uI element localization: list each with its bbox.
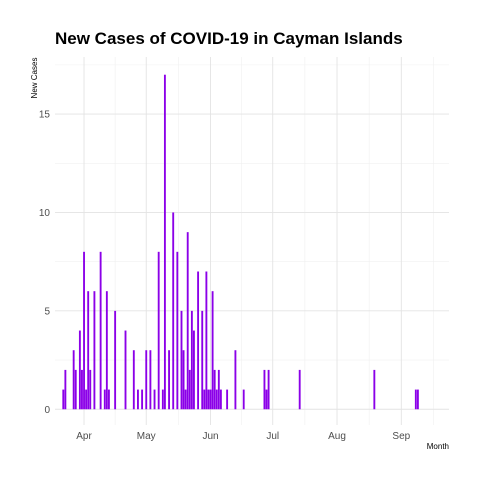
bar [153, 389, 156, 410]
bar [263, 369, 266, 410]
bar [105, 291, 108, 410]
bar [205, 271, 208, 410]
bar [168, 350, 170, 410]
bar [99, 251, 102, 410]
grid [55, 57, 449, 425]
x-tick-label: Aug [328, 431, 346, 442]
bar [72, 350, 75, 410]
bar [197, 271, 200, 410]
x-axis-title: Month [427, 442, 449, 451]
bar [265, 389, 268, 410]
bar [93, 291, 96, 410]
bar [83, 251, 85, 410]
bar [157, 251, 160, 410]
bar [186, 232, 189, 410]
bar [172, 212, 175, 410]
bar [298, 369, 301, 410]
bar [89, 369, 92, 410]
y-tick-label: 0 [44, 405, 50, 416]
x-tick-label: Sep [392, 431, 410, 442]
bar [103, 389, 106, 410]
bar [161, 389, 164, 410]
bar [226, 389, 229, 410]
bar [416, 389, 419, 410]
bars [62, 74, 419, 410]
y-tick-label: 10 [39, 208, 51, 219]
bar [137, 389, 139, 410]
y-tick-label: 15 [39, 110, 51, 121]
bar [132, 350, 135, 410]
bar [62, 389, 65, 410]
x-tick-label: May [137, 431, 156, 442]
x-tick-label: Jun [202, 431, 218, 442]
bar [149, 350, 152, 410]
bar [267, 369, 270, 410]
y-axis-title: New Cases [30, 58, 39, 99]
x-axis-ticks: Apr May Jun Jul Aug Sep [76, 431, 410, 442]
bar [176, 251, 179, 410]
x-tick-label: Jul [266, 431, 279, 442]
bar [242, 389, 245, 410]
bar [114, 310, 117, 410]
bar [217, 369, 220, 410]
bar [141, 389, 144, 410]
bar [182, 350, 185, 410]
bar [213, 369, 216, 410]
x-tick-label: Apr [76, 431, 92, 442]
bar [64, 369, 67, 410]
bar [87, 291, 90, 410]
bar [180, 310, 183, 410]
chart-title: New Cases of COVID-19 in Cayman Islands [55, 29, 403, 48]
bar [188, 369, 191, 410]
bar [163, 74, 166, 410]
bar [203, 389, 206, 410]
bar [78, 330, 81, 410]
bar [184, 389, 187, 410]
bar [209, 389, 212, 410]
bar [201, 310, 204, 410]
bar [219, 389, 222, 410]
bar [215, 389, 218, 410]
bar [211, 291, 214, 410]
bar [107, 389, 110, 410]
bar [81, 369, 83, 410]
bar [145, 350, 148, 410]
bar [190, 310, 193, 410]
bar [74, 369, 77, 410]
bar [124, 330, 127, 410]
bar [85, 389, 88, 410]
bar [234, 350, 237, 410]
bar [193, 330, 195, 410]
bar [414, 389, 417, 410]
bar [207, 389, 210, 410]
y-tick-label: 5 [44, 306, 50, 317]
bar [373, 369, 376, 410]
y-axis-ticks: 0 5 10 15 [39, 110, 51, 416]
